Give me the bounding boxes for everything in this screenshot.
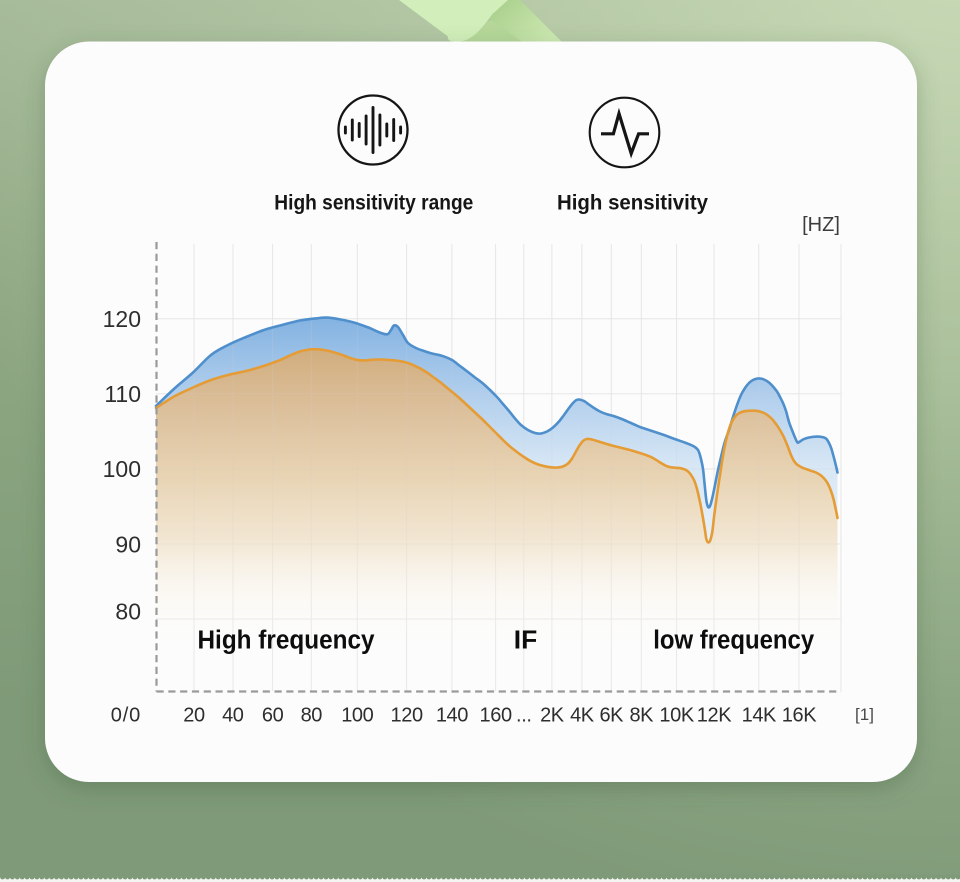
- svg-text:High sensitivity: High sensitivity: [557, 191, 708, 215]
- svg-text:80: 80: [301, 705, 323, 727]
- svg-text:12K: 12K: [697, 705, 732, 727]
- svg-text:High sensitivity range: High sensitivity range: [274, 191, 473, 215]
- svg-text:160: 160: [480, 705, 512, 727]
- svg-text:low frequency: low frequency: [653, 627, 815, 655]
- svg-text:[1]: [1]: [855, 705, 874, 724]
- svg-text:10K: 10K: [659, 705, 694, 727]
- svg-text:20: 20: [183, 705, 205, 727]
- svg-text:High frequency: High frequency: [198, 627, 376, 655]
- svg-text:140: 140: [436, 705, 468, 727]
- svg-text:110: 110: [104, 381, 141, 407]
- svg-text:0/0: 0/0: [111, 705, 141, 727]
- svg-text:120: 120: [103, 306, 141, 332]
- svg-text:IF: IF: [514, 627, 538, 655]
- svg-text:6K: 6K: [599, 705, 624, 727]
- svg-text:...: ...: [516, 705, 531, 727]
- svg-text:8K: 8K: [629, 705, 654, 727]
- svg-text:2K: 2K: [540, 705, 565, 727]
- svg-text:100: 100: [103, 456, 141, 482]
- svg-text:60: 60: [262, 705, 284, 727]
- svg-text:90: 90: [115, 532, 141, 558]
- svg-text:120: 120: [391, 705, 423, 727]
- svg-text:[HZ]: [HZ]: [802, 214, 840, 236]
- svg-text:4K: 4K: [570, 705, 595, 727]
- svg-text:40: 40: [222, 705, 244, 727]
- svg-text:80: 80: [115, 599, 141, 625]
- svg-text:16K: 16K: [782, 705, 817, 727]
- svg-text:100: 100: [341, 705, 373, 727]
- svg-text:14K: 14K: [742, 705, 777, 727]
